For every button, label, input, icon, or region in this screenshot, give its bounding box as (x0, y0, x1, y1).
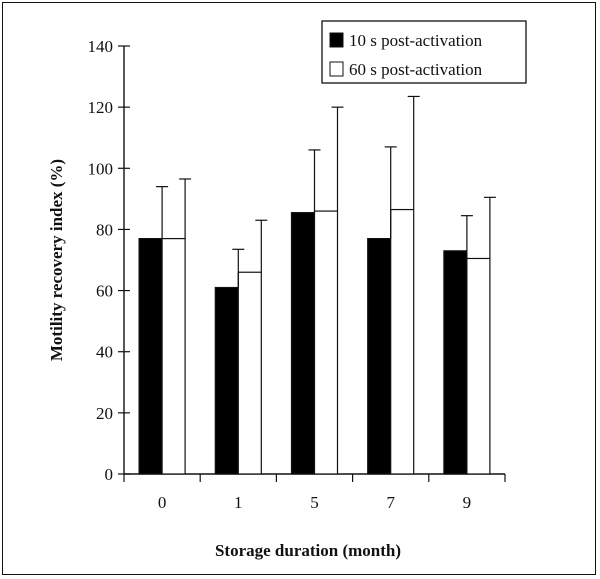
y-tick-label: 40 (96, 343, 113, 362)
legend-swatch-60s (329, 61, 344, 77)
bar (443, 250, 468, 475)
bar (237, 271, 262, 475)
legend-label-60s: 60 s post-activation (349, 60, 483, 79)
legend: 10 s post-activation 60 s post-activatio… (321, 20, 527, 84)
bar (290, 212, 316, 475)
x-tick-label: 7 (386, 493, 395, 512)
bar (138, 238, 163, 475)
y-axis-label: Motility recovery index (%) (47, 159, 66, 361)
bar (214, 286, 239, 475)
y-tick-label: 80 (96, 220, 113, 239)
y-tick-label: 0 (105, 465, 114, 484)
bar (466, 257, 491, 475)
y-tick-label: 120 (88, 98, 114, 117)
bar (367, 238, 392, 475)
y-tick-label: 100 (88, 159, 114, 178)
y-tick-label: 20 (96, 404, 113, 423)
tick-labels: 0 20 40 60 80 100 120 140 0 1 5 7 9 (88, 37, 472, 512)
x-tick-label: 0 (158, 493, 167, 512)
bar (161, 238, 186, 475)
y-tick-label: 60 (96, 282, 113, 301)
x-axis-label: Storage duration (month) (215, 541, 401, 560)
bars (138, 208, 491, 475)
legend-swatch-10s (329, 32, 344, 48)
y-tick-label: 140 (88, 37, 114, 56)
x-tick-label: 1 (234, 493, 243, 512)
legend-box (321, 20, 527, 84)
bar (390, 208, 415, 475)
legend-label-10s: 10 s post-activation (349, 31, 483, 50)
x-tick-label: 5 (310, 493, 319, 512)
bar (313, 210, 339, 475)
x-tick-label: 9 (463, 493, 472, 512)
error-bars (156, 95, 496, 288)
